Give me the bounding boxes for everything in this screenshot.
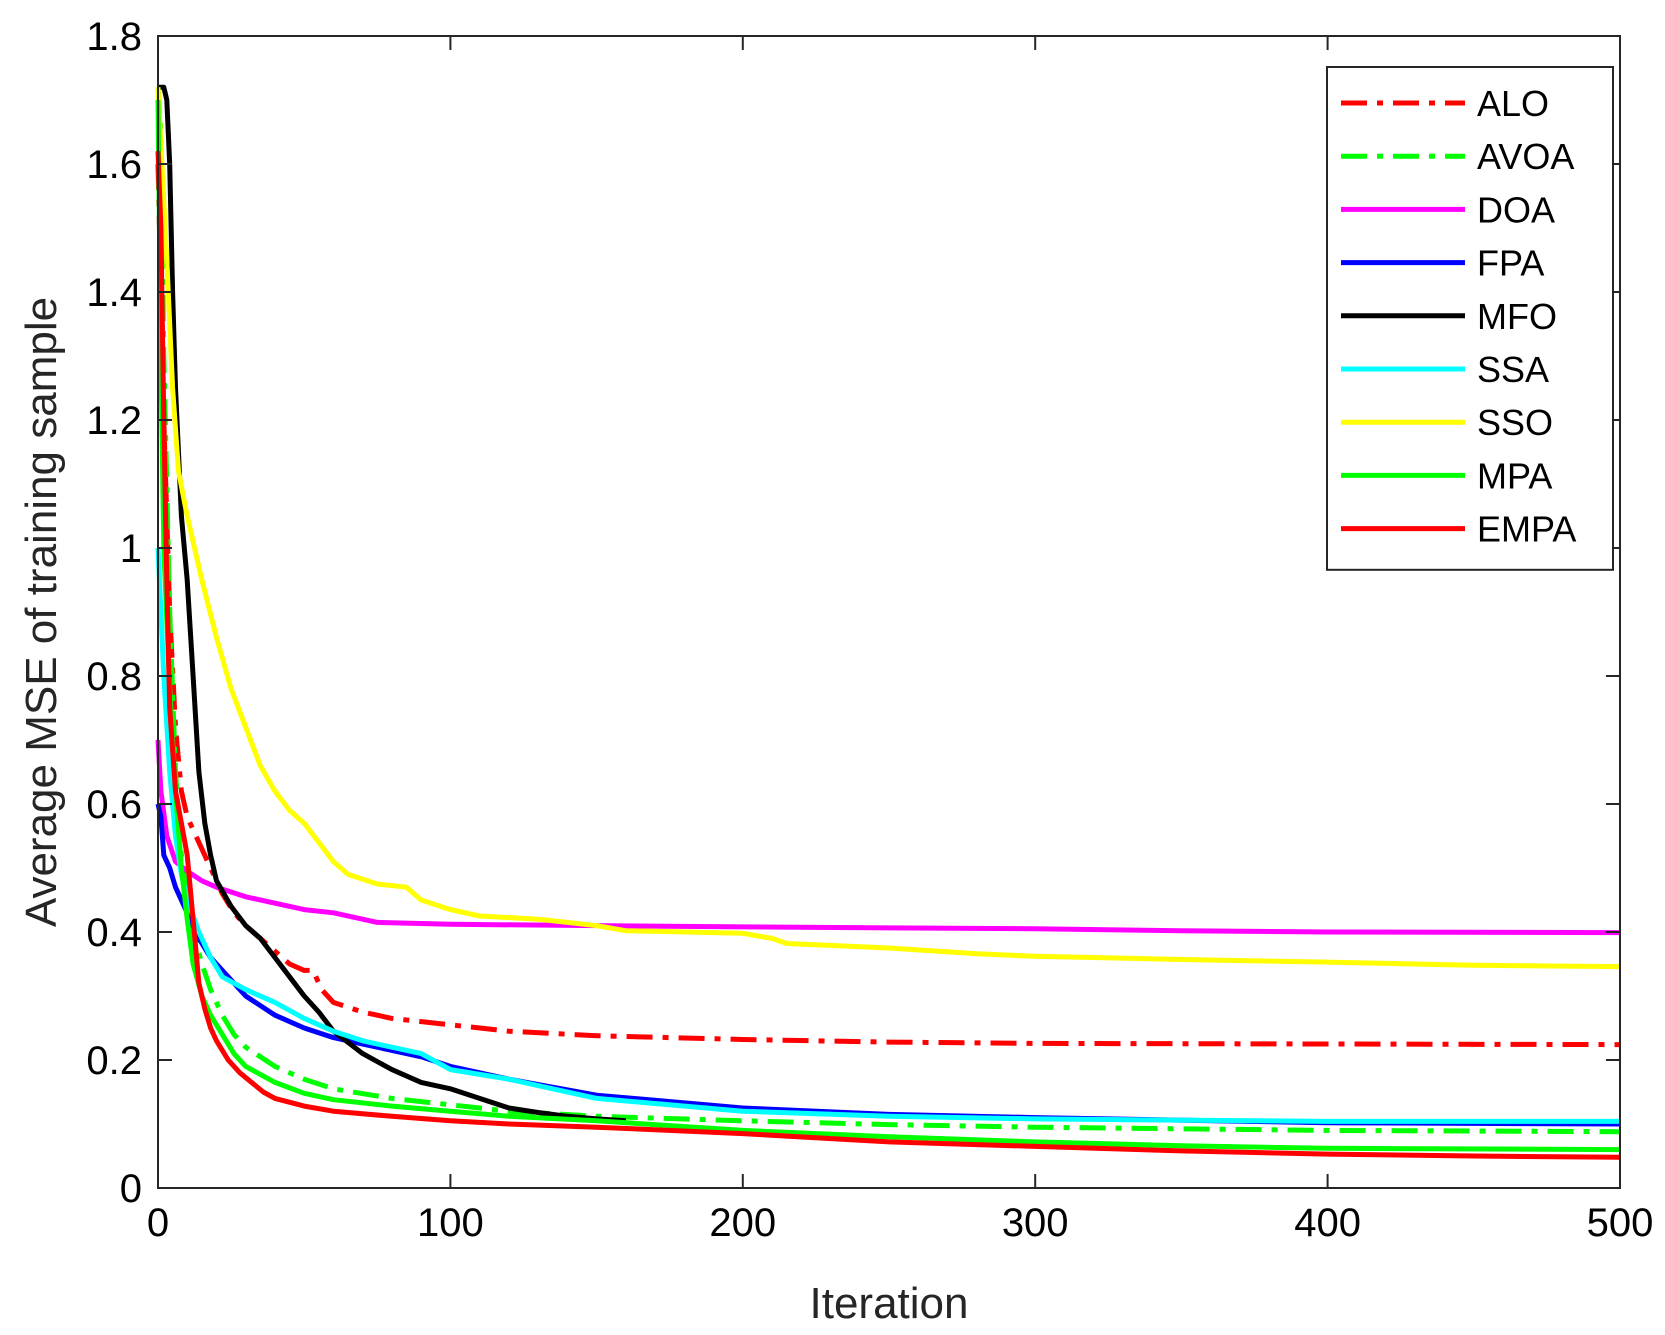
legend-label-doa: DOA xyxy=(1477,189,1555,230)
legend-label-mpa: MPA xyxy=(1477,455,1552,496)
legend-box xyxy=(1326,66,1614,571)
series-line-empa xyxy=(155,151,1621,1160)
y-tick-label: 1.8 xyxy=(86,15,142,59)
legend-label-avoa: AVOA xyxy=(1477,136,1574,177)
series-line-fpa xyxy=(155,803,1621,1127)
legend-label-alo: ALO xyxy=(1477,83,1549,124)
x-tick-label: 500 xyxy=(1587,1201,1654,1245)
y-tick-label: 0.8 xyxy=(86,655,142,699)
legend-label-fpa: FPA xyxy=(1477,243,1544,284)
x-axis-title: Iteration xyxy=(810,1279,969,1328)
x-tick-label: 200 xyxy=(709,1201,776,1245)
series-line-sso xyxy=(155,87,1621,970)
legend-label-empa: EMPA xyxy=(1477,509,1576,550)
y-tick-label: 1.2 xyxy=(86,399,142,443)
y-tick-label: 0.4 xyxy=(86,911,142,955)
series-line-alo xyxy=(155,163,1621,1048)
x-tick-label: 400 xyxy=(1294,1201,1361,1245)
y-tick-label: 1.4 xyxy=(86,271,142,315)
y-axis-title: Average MSE of training sample xyxy=(17,297,66,927)
legend-label-mfo: MFO xyxy=(1477,296,1557,337)
axes-group: 0 100 200 300 400 500 0 0.2 0.4 0.6 0.8 1 1.2 1.4 1.6 1… xyxy=(86,15,1653,1245)
series-group xyxy=(155,84,1621,1160)
x-tick-label: 100 xyxy=(417,1201,484,1245)
x-tick-label: 0 xyxy=(147,1201,169,1245)
legend-label-sso: SSO xyxy=(1477,402,1553,443)
legend: ALO AVOA DOA FPA MFO SSA SSO MPA EMPA xyxy=(1326,66,1614,571)
plot-frame xyxy=(157,35,1621,1189)
y-tick-label: 0.2 xyxy=(86,1039,142,1083)
legend-label-ssa: SSA xyxy=(1477,349,1549,390)
y-tick-label: 1 xyxy=(120,527,142,571)
series-line-ssa xyxy=(155,547,1620,1124)
y-tick-label: 0 xyxy=(120,1167,142,1211)
series-line-mfo xyxy=(158,84,626,1124)
x-tick-label: 300 xyxy=(1002,1201,1069,1245)
y-tick-label: 1.6 xyxy=(86,143,142,187)
y-tick-label: 0.6 xyxy=(86,783,142,827)
